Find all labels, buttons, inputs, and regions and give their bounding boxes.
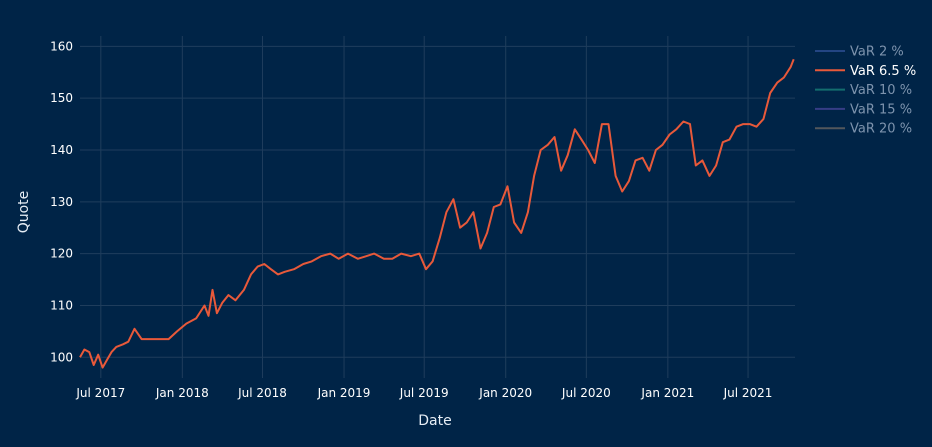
legend-item[interactable]: VaR 10 % (815, 83, 912, 98)
legend-label: VaR 15 % (850, 102, 912, 117)
x-tick-label: Jul 2020 (561, 386, 611, 400)
y-tick-label: 130 (50, 195, 73, 209)
series-line-var-6-5- (79, 58, 795, 369)
x-tick-label: Jul 2019 (399, 386, 449, 400)
y-tick-label: 150 (50, 91, 73, 105)
y-tick-label: 110 (50, 298, 73, 312)
legend-item[interactable]: VaR 2 % (815, 45, 904, 60)
legend-item[interactable]: VaR 20 % (815, 122, 912, 137)
legend-label: VaR 6.5 % (850, 64, 916, 79)
x-tick-label: Jan 2020 (478, 386, 532, 400)
y-tick-label: 140 (50, 143, 73, 157)
legend: VaR 2 % VaR 6.5 % VaR 10 % VaR 15 % VaR 20 % (815, 45, 916, 137)
legend-label: VaR 20 % (850, 122, 912, 137)
y-tick-label: 120 (50, 247, 73, 261)
y-tick-label: 100 (50, 350, 73, 364)
x-tick-label: Jan 2019 (317, 386, 371, 400)
y-tick-label: 160 (50, 39, 73, 53)
y-axis-title: Quote (16, 191, 32, 234)
legend-item[interactable]: VaR 15 % (815, 102, 912, 117)
grid-layer (80, 36, 795, 378)
x-tick-label: Jul 2018 (237, 386, 287, 400)
x-tick-label: Jan 2018 (155, 386, 209, 400)
x-tick-label: Jul 2021 (723, 386, 773, 400)
x-axis-title: Date (418, 413, 451, 429)
legend-label: VaR 2 % (850, 45, 904, 60)
legend-item[interactable]: VaR 6.5 % (815, 64, 916, 79)
x-tick-label: Jan 2021 (640, 386, 694, 400)
series-layer (79, 58, 795, 369)
x-tick-label: Jul 2017 (75, 386, 125, 400)
tick-layer: 100 110 120 130 140 150 160 Jul 2017 Jan 2018 Jul… (50, 39, 772, 400)
legend-label: VaR 10 % (850, 83, 912, 98)
